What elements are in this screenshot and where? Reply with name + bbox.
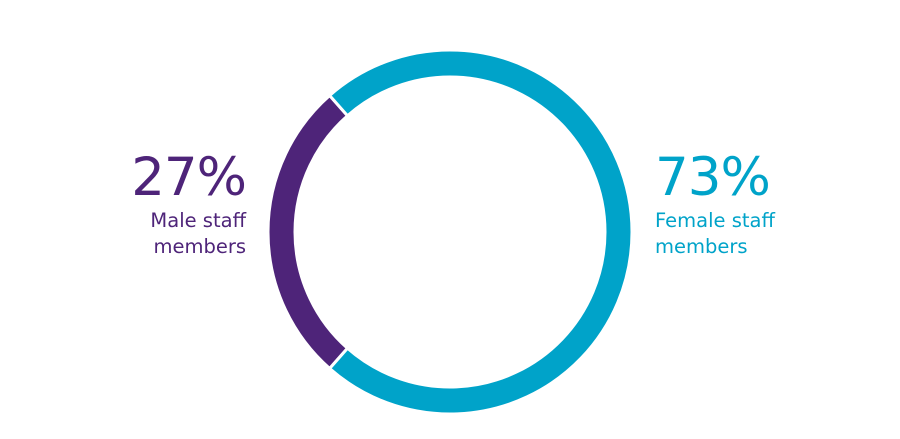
donut-slice-female — [327, 48, 634, 416]
male-percentage: 27% — [131, 147, 247, 208]
male-label: 27% Male staff members — [131, 147, 247, 260]
female-description-line-2: members — [655, 235, 748, 258]
donut-slice-male — [266, 93, 350, 371]
male-description-line-2: members — [153, 235, 246, 258]
female-label: 73% Female staff members — [655, 150, 775, 260]
male-description-line-1: Male staff — [150, 209, 246, 232]
female-description-line-1: Female staff — [655, 209, 775, 232]
female-percentage: 73% — [655, 147, 771, 208]
